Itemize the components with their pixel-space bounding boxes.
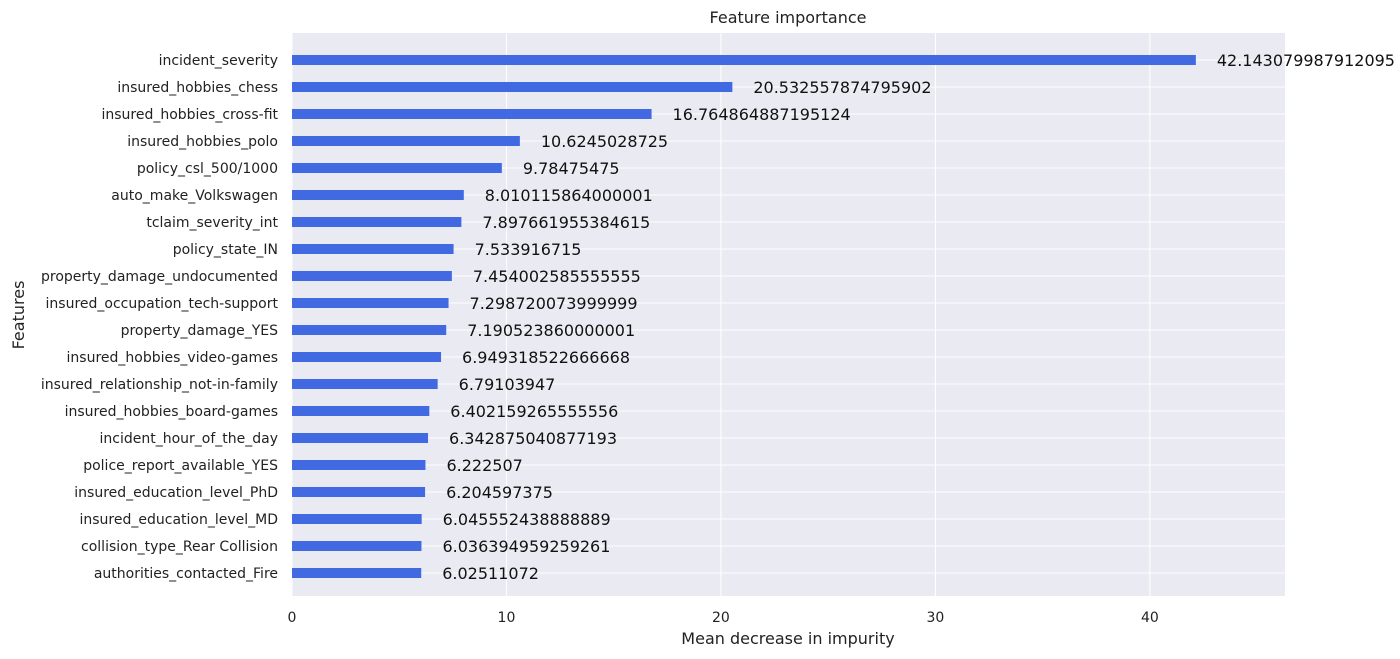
category-label: policy_csl_500/1000 (137, 161, 278, 177)
bar (292, 271, 452, 281)
category-label: property_damage_YES (121, 323, 279, 339)
category-label: incident_severity (159, 53, 278, 69)
category-label: policy_state_IN (173, 242, 278, 258)
x-axis-label: Mean decrease in impurity (681, 629, 894, 648)
x-tick-labels: 0 10 20 30 40 (288, 610, 1159, 626)
bar (292, 190, 464, 200)
category-label: tclaim_severity_int (146, 215, 278, 231)
bar (292, 325, 447, 335)
category-label: incident_hour_of_the_day (100, 431, 279, 447)
value-label: 6.204597375 (446, 483, 553, 502)
bar (292, 514, 422, 524)
x-tick-label: 30 (926, 610, 944, 626)
category-label: insured_hobbies_cross-fit (101, 107, 278, 123)
category-label: authorities_contacted_Fire (94, 566, 278, 582)
bar (292, 163, 502, 173)
bar (292, 487, 426, 497)
category-label: insured_hobbies_video-games (67, 350, 278, 366)
category-label: insured_hobbies_polo (127, 134, 278, 150)
category-label: insured_hobbies_chess (117, 80, 278, 96)
bar (292, 406, 430, 416)
value-label: 9.78475475 (523, 159, 620, 178)
plot-background (292, 33, 1285, 596)
x-tick-label: 0 (288, 610, 297, 626)
bar (292, 217, 462, 227)
value-label: 6.949318522666668 (462, 348, 630, 367)
category-label: collision_type_Rear Collision (81, 539, 278, 555)
value-labels: 42.143079987912095 20.532557874795902 16.7… (442, 51, 1395, 583)
value-label: 8.010115864000001 (485, 186, 653, 205)
value-label: 6.79103947 (459, 375, 556, 394)
x-tick-label: 10 (498, 610, 516, 626)
bar (292, 82, 733, 92)
category-label: police_report_available_YES (83, 458, 278, 474)
category-label: insured_occupation_tech-support (46, 296, 279, 312)
category-label: auto_make_Volkswagen (111, 188, 278, 204)
value-label: 7.298720073999999 (470, 294, 638, 313)
bar (292, 460, 426, 470)
y-axis-label: Features (9, 281, 28, 350)
category-label: insured_relationship_not-in-family (41, 377, 278, 393)
bars-group (292, 55, 1196, 578)
bar (292, 352, 442, 362)
value-label: 7.897661955384615 (482, 213, 650, 232)
value-label: 7.454002585555555 (473, 267, 641, 286)
x-tick-label: 20 (712, 610, 730, 626)
value-label: 6.036394959259261 (442, 537, 610, 556)
bar (292, 433, 429, 443)
x-tick-label: 40 (1141, 610, 1159, 626)
value-label: 10.6245028725 (541, 132, 668, 151)
bar (292, 568, 422, 578)
value-label: 7.533916715 (475, 240, 582, 259)
bar (292, 379, 438, 389)
category-label: property_damage_undocumented (41, 269, 278, 285)
value-label: 16.764864887195124 (673, 105, 851, 124)
bar (292, 541, 422, 551)
category-label: insured_education_level_MD (80, 512, 279, 528)
category-label: insured_education_level_PhD (74, 485, 278, 501)
value-label: 6.045552438888889 (443, 510, 611, 529)
bar (292, 109, 652, 119)
value-label: 6.222507 (446, 456, 522, 475)
value-label: 20.532557874795902 (753, 78, 931, 97)
chart-title: Feature importance (710, 8, 867, 27)
value-label: 6.402159265555556 (450, 402, 618, 421)
category-labels: incident_severity insured_hobbies_chessin… (41, 53, 279, 582)
value-label: 6.342875040877193 (449, 429, 617, 448)
value-label: 42.143079987912095 (1217, 51, 1395, 70)
bar (292, 298, 449, 308)
bar (292, 244, 454, 254)
category-label: insured_hobbies_board-games (65, 404, 278, 420)
value-label: 7.190523860000001 (467, 321, 635, 340)
value-label: 6.02511072 (442, 564, 539, 583)
bar (292, 136, 520, 146)
bar (292, 55, 1196, 65)
